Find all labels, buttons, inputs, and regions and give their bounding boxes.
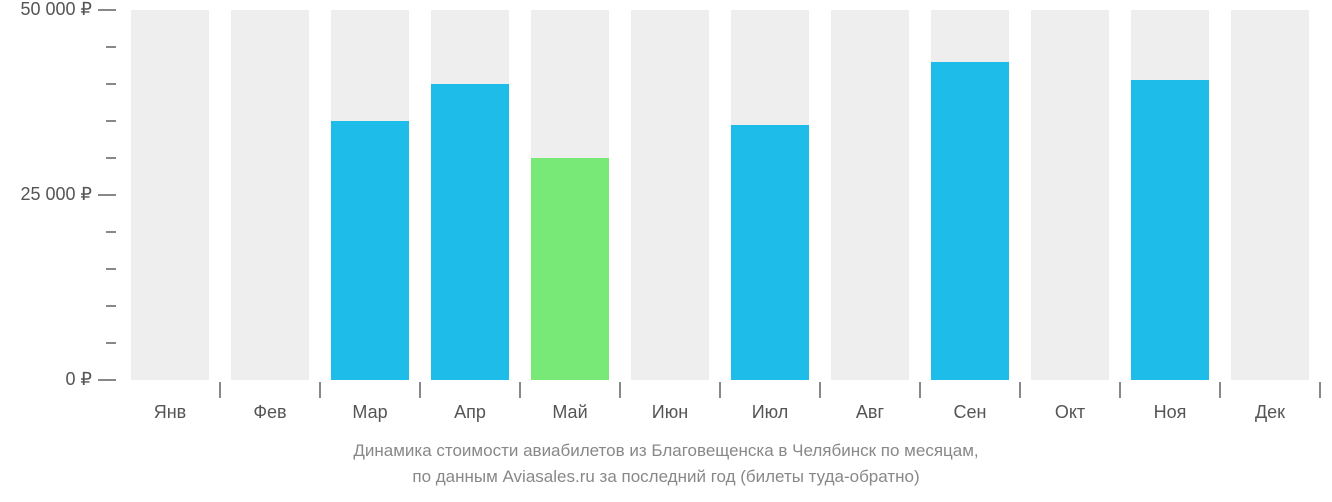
- x-boundary-tick: [419, 382, 421, 398]
- bar-background: [631, 10, 709, 380]
- bar-background: [1231, 10, 1309, 380]
- x-boundary-tick: [1219, 382, 1221, 398]
- chart-caption: Динамика стоимости авиабилетов из Благов…: [0, 438, 1332, 489]
- y-minor-tick: [106, 342, 116, 344]
- bar-slot: [431, 10, 509, 380]
- x-boundary-tick: [319, 382, 321, 398]
- x-tick-label: Фев: [220, 402, 320, 423]
- bar-slot: [331, 10, 409, 380]
- bar-slot: [931, 10, 1009, 380]
- bar-value: [1131, 80, 1209, 380]
- bar-background: [831, 10, 909, 380]
- price-chart: 0 ₽ 25 000 ₽ 50 000 ₽ ЯнвФевМарАпрМайИюнИю…: [0, 0, 1332, 502]
- bar-value: [731, 125, 809, 380]
- x-tick-label: Авг: [820, 402, 920, 423]
- bar-slot: [1131, 10, 1209, 380]
- caption-line: Динамика стоимости авиабилетов из Благов…: [0, 438, 1332, 464]
- y-minor-tick: [106, 157, 116, 159]
- y-minor-tick: [106, 305, 116, 307]
- y-minor-tick: [106, 83, 116, 85]
- x-boundary-tick: [219, 382, 221, 398]
- bar-value: [531, 158, 609, 380]
- bar-slot: [631, 10, 709, 380]
- x-boundary-tick: [919, 382, 921, 398]
- x-boundary-tick: [1319, 382, 1321, 398]
- x-tick-label: Дек: [1220, 402, 1320, 423]
- bar-slot: [731, 10, 809, 380]
- x-boundary-tick: [819, 382, 821, 398]
- bar-slot: [1231, 10, 1309, 380]
- bar-value: [331, 121, 409, 380]
- bar-slot: [1031, 10, 1109, 380]
- y-major-tick: [98, 379, 116, 381]
- bar-slot: [831, 10, 909, 380]
- bar-background: [231, 10, 309, 380]
- bar-background: [131, 10, 209, 380]
- x-tick-label: Июл: [720, 402, 820, 423]
- bar-value: [431, 84, 509, 380]
- bar-value: [931, 62, 1009, 380]
- bar-slot: [531, 10, 609, 380]
- caption-line: по данным Aviasales.ru за последний год …: [0, 464, 1332, 490]
- x-boundary-tick: [719, 382, 721, 398]
- x-tick-label: Окт: [1020, 402, 1120, 423]
- bar-background: [1031, 10, 1109, 380]
- x-boundary-tick: [1019, 382, 1021, 398]
- y-minor-tick: [106, 268, 116, 270]
- x-boundary-tick: [519, 382, 521, 398]
- bar-slot: [231, 10, 309, 380]
- y-major-tick: [98, 9, 116, 11]
- y-minor-tick: [106, 46, 116, 48]
- y-minor-tick: [106, 120, 116, 122]
- y-tick-label: 25 000 ₽: [20, 184, 92, 205]
- x-tick-label: Сен: [920, 402, 1020, 423]
- x-tick-label: Апр: [420, 402, 520, 423]
- y-major-tick: [98, 194, 116, 196]
- x-tick-label: Янв: [120, 402, 220, 423]
- y-tick-label: 0 ₽: [66, 369, 92, 390]
- x-boundary-tick: [1119, 382, 1121, 398]
- x-tick-label: Мар: [320, 402, 420, 423]
- x-boundary-tick: [619, 382, 621, 398]
- y-minor-tick: [106, 231, 116, 233]
- x-tick-label: Ноя: [1120, 402, 1220, 423]
- x-tick-label: Июн: [620, 402, 720, 423]
- x-tick-label: Май: [520, 402, 620, 423]
- bar-slot: [131, 10, 209, 380]
- y-tick-label: 50 000 ₽: [20, 0, 92, 20]
